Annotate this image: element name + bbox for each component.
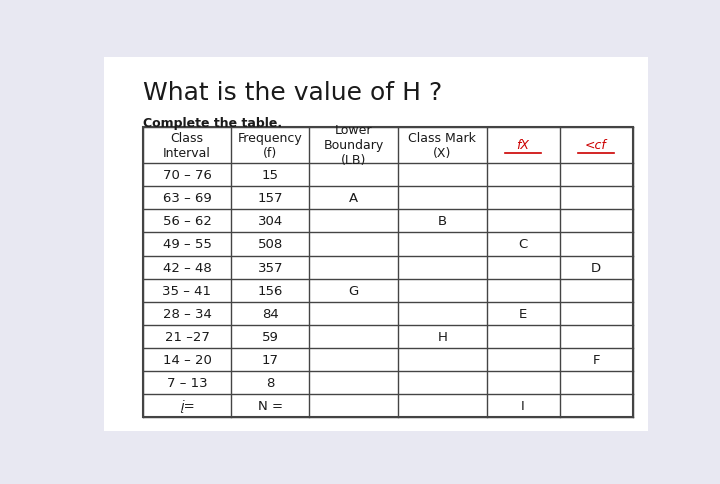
Text: F: F: [593, 353, 600, 366]
Text: 28 – 34: 28 – 34: [163, 307, 212, 320]
Text: 156: 156: [258, 284, 283, 297]
Text: 49 – 55: 49 – 55: [163, 238, 212, 251]
Text: C: C: [518, 238, 528, 251]
Text: I: I: [521, 399, 525, 412]
Text: fX: fX: [516, 139, 530, 152]
Text: Frequency
(f): Frequency (f): [238, 132, 302, 160]
Text: N =: N =: [258, 399, 283, 412]
Text: 508: 508: [258, 238, 283, 251]
Text: 35 – 41: 35 – 41: [163, 284, 212, 297]
Text: B: B: [438, 215, 447, 228]
Text: H: H: [437, 330, 447, 343]
Text: 42 – 48: 42 – 48: [163, 261, 212, 274]
Text: 357: 357: [258, 261, 283, 274]
Text: Lower
Boundary
(LB): Lower Boundary (LB): [323, 124, 384, 167]
Text: 7 – 13: 7 – 13: [166, 376, 207, 389]
Text: 14 – 20: 14 – 20: [163, 353, 212, 366]
Text: Class
Interval: Class Interval: [163, 132, 211, 160]
Text: Complete the table.: Complete the table.: [143, 117, 282, 130]
Text: 56 – 62: 56 – 62: [163, 215, 212, 228]
Text: D: D: [591, 261, 601, 274]
Text: <cf: <cf: [585, 139, 607, 152]
Text: 157: 157: [258, 192, 283, 205]
Bar: [143, 127, 632, 417]
Text: į=: į=: [179, 399, 194, 412]
Text: 304: 304: [258, 215, 283, 228]
Text: 59: 59: [262, 330, 279, 343]
Text: E: E: [519, 307, 527, 320]
Text: 63 – 69: 63 – 69: [163, 192, 212, 205]
Text: What is the value of H ?: What is the value of H ?: [143, 81, 442, 105]
Text: Class Mark
(X): Class Mark (X): [408, 132, 476, 160]
Text: 17: 17: [262, 353, 279, 366]
Text: 70 – 76: 70 – 76: [163, 169, 212, 182]
Text: A: A: [349, 192, 359, 205]
Text: 21 –27: 21 –27: [165, 330, 210, 343]
Text: 8: 8: [266, 376, 274, 389]
Text: 15: 15: [262, 169, 279, 182]
Text: 84: 84: [262, 307, 279, 320]
Text: G: G: [348, 284, 359, 297]
